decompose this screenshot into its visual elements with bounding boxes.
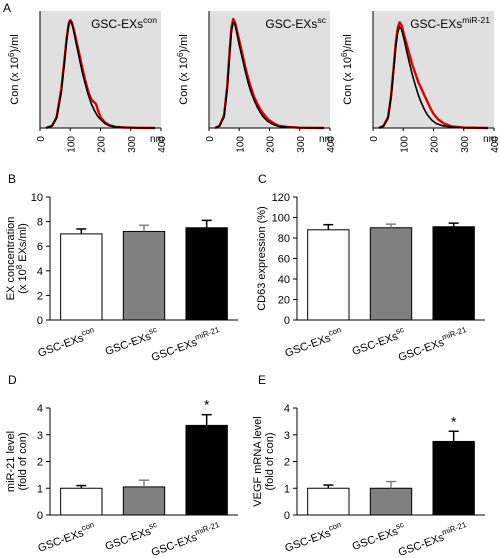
x-tick-label: 200	[97, 136, 108, 153]
y-tick-label: 3	[284, 430, 290, 442]
series-line-black	[214, 21, 324, 129]
category-label: GSC-EXsmiR-21	[149, 325, 223, 364]
y-tick-label: 3	[37, 430, 43, 442]
plot-background	[40, 11, 161, 128]
x-axis-label: nm	[483, 134, 497, 145]
y-tick-label: 0	[37, 510, 43, 522]
y-tick-label: 0	[37, 315, 43, 327]
y-axis-label: Con (x 106)/ml	[176, 34, 190, 104]
y-tick-label: 80	[278, 233, 290, 245]
y-tick-label: 100	[272, 213, 290, 225]
x-tick-label: 300	[296, 136, 307, 153]
bar	[432, 226, 475, 321]
x-axis-label: nm	[150, 134, 164, 145]
y-tick-label: 40	[278, 274, 290, 286]
y-tick-label: 1	[37, 483, 43, 495]
x-tick-label: 0	[205, 136, 216, 142]
panel-letter-a: A	[3, 1, 11, 15]
y-tick-label: 4	[37, 403, 43, 415]
x-tick-label: 200	[266, 136, 277, 153]
panel-letter-c: C	[258, 172, 267, 186]
y-axis-label-secondary: (fold of con)	[17, 432, 29, 490]
panel-letter-d: D	[8, 373, 17, 387]
y-tick-label: 2	[37, 457, 43, 469]
bar	[122, 230, 166, 321]
y-tick-label: 4	[37, 266, 43, 278]
panel-letter-e: E	[258, 373, 266, 387]
x-tick-label: 300	[127, 136, 138, 153]
y-axis-label: miR-21 level	[5, 431, 17, 492]
x-tick-label: 300	[460, 136, 471, 153]
bar	[122, 486, 166, 516]
significance-marker: *	[451, 413, 457, 429]
category-label: GSC-EXsmiR-21	[396, 520, 470, 558]
x-tick-label: 400	[326, 136, 337, 153]
chart-title: GSC-EXssc	[265, 15, 326, 31]
category-label: GSC-EXsmiR-21	[396, 325, 470, 364]
series-line-black	[378, 25, 488, 129]
y-tick-label: 0	[284, 315, 290, 327]
bar	[369, 227, 413, 321]
x-tick-label: 400	[157, 136, 168, 153]
y-tick-label: 20	[278, 295, 290, 307]
panel-letter-b: B	[8, 172, 16, 186]
bar	[432, 440, 475, 516]
y-tick-label: 6	[37, 241, 43, 253]
y-axis-label-secondary: (fold of con)	[264, 432, 276, 490]
y-tick-label: 10	[31, 192, 43, 204]
x-tick-label: 100	[66, 136, 77, 153]
category-label: GSC-EXscon	[282, 520, 344, 555]
category-label: GSC-EXscon	[35, 520, 97, 555]
x-tick-label: 200	[430, 136, 441, 153]
bar	[185, 424, 228, 516]
bar	[185, 227, 228, 321]
bar	[369, 487, 413, 516]
series-line-black	[45, 20, 155, 129]
y-tick-label: 120	[272, 192, 290, 204]
y-tick-label: 2	[37, 290, 43, 302]
bar	[60, 487, 103, 516]
y-axis-label: Con (x 106)/ml	[7, 34, 21, 104]
x-tick-label: 100	[235, 136, 246, 153]
y-tick-label: 60	[278, 254, 290, 266]
y-axis-label: EX concentration	[5, 217, 17, 301]
category-label: GSC-EXscon	[282, 325, 344, 360]
category-label: GSC-EXsmiR-21	[149, 520, 223, 558]
chart-title: GSC-EXscon	[91, 15, 157, 31]
bar	[307, 487, 350, 516]
y-axis-label: VEGF mRNA level	[252, 416, 264, 506]
y-axis-label-secondary: (x 108 EXs/ml)	[15, 223, 29, 293]
x-tick-label: 0	[369, 136, 380, 142]
chart-title: GSC-EXsmiR-21	[410, 15, 490, 31]
x-tick-label: 100	[399, 136, 410, 153]
x-tick-label: 400	[490, 136, 500, 153]
bar	[60, 233, 103, 321]
y-tick-label: 4	[284, 403, 290, 415]
y-axis-label: Con (x 106)/ml	[340, 34, 354, 104]
x-tick-label: 0	[36, 136, 47, 142]
significance-marker: *	[204, 397, 210, 413]
x-axis-label: nm	[319, 134, 333, 145]
category-label: GSC-EXscon	[35, 325, 97, 360]
y-axis-label: CD63 expression (%)	[256, 206, 268, 311]
y-tick-label: 1	[284, 483, 290, 495]
y-tick-label: 0	[284, 510, 290, 522]
bar	[307, 229, 350, 321]
y-tick-label: 2	[284, 457, 290, 469]
y-tick-label: 8	[37, 217, 43, 229]
